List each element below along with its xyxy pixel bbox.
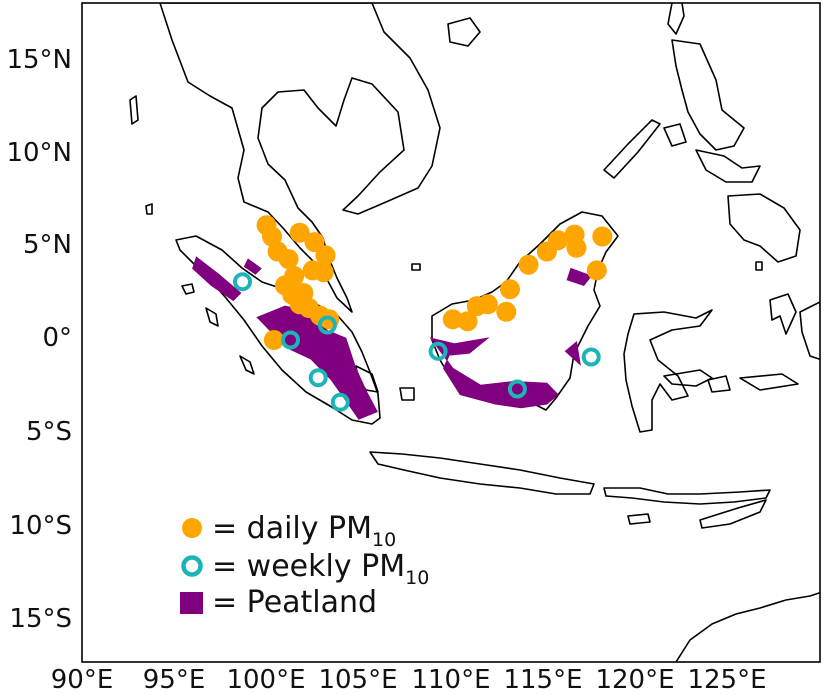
lat-tick-5n: 5°N xyxy=(23,230,72,260)
longitude-tick-labels: 90°E 95°E 100°E 105°E 110°E 115°E 120°E … xyxy=(51,665,767,694)
andaman-coastline xyxy=(129,95,139,125)
luzon-coastline xyxy=(671,39,745,151)
peatland-area xyxy=(429,337,559,409)
timor-coastline xyxy=(699,499,767,529)
weekly-pm10-station xyxy=(308,368,328,388)
weekly-pm10-station xyxy=(281,330,300,350)
lon-tick-90e: 90°E xyxy=(51,665,114,694)
belitung-coastline xyxy=(399,387,415,401)
legend-peatland-marker xyxy=(180,592,203,614)
daily-pm10-station xyxy=(457,311,478,332)
daily-pm10-station xyxy=(496,301,517,322)
weekly-pm10-station xyxy=(428,341,448,361)
legend: = daily PM10 = weekly PM10 = Peatland xyxy=(180,511,429,620)
lat-tick-10n: 10°N xyxy=(6,138,72,168)
weekly-pm10-station xyxy=(507,379,527,399)
lon-tick-100e: 100°E xyxy=(226,665,305,694)
daily-pm10-station xyxy=(262,226,282,247)
peatland-area xyxy=(243,258,262,275)
daily-pm10-station xyxy=(315,245,336,266)
mainland-coastline xyxy=(159,3,441,313)
peatland-layer xyxy=(192,256,593,420)
lon-tick-115e: 115°E xyxy=(503,665,582,694)
australia-coastline xyxy=(675,591,820,662)
peatland-area xyxy=(566,267,593,286)
lat-tick-15s: 15°S xyxy=(9,604,72,634)
lon-tick-110e: 110°E xyxy=(411,665,490,694)
sangihe-coastline xyxy=(755,261,763,271)
legend-weekly-label: = weekly PM10 xyxy=(212,549,429,589)
daily-stations-layer xyxy=(256,215,613,350)
weekly-pm10-station xyxy=(581,347,601,367)
daily-pm10-station xyxy=(289,222,310,243)
sumatra-coastline xyxy=(175,235,381,425)
lon-tick-105e: 105°E xyxy=(318,665,397,694)
weekly-pm10-station xyxy=(330,392,350,412)
daily-pm10-station xyxy=(586,260,607,281)
daily-pm10-station xyxy=(302,260,323,281)
legend-weekly-marker xyxy=(181,555,203,577)
daily-pm10-station xyxy=(500,279,520,300)
map-frame xyxy=(81,2,821,663)
lon-tick-125e: 125°E xyxy=(687,665,766,694)
buru-coastline xyxy=(707,375,731,393)
latitude-tick-labels: 15°N 10°N 5°N 0° 5°S 10°S 15°S xyxy=(6,45,72,634)
lat-tick-10s: 10°S xyxy=(9,511,72,541)
sumba-coastline xyxy=(627,513,651,525)
peatland-area xyxy=(192,256,242,302)
weekly-pm10-station xyxy=(317,315,337,335)
daily-pm10-station xyxy=(304,232,325,253)
taiwan-coastline xyxy=(667,3,685,35)
nicobar-coastline xyxy=(145,203,153,215)
nias-coastline xyxy=(205,307,219,327)
daily-pm10-station xyxy=(278,249,299,270)
simeulue-coastline xyxy=(181,283,195,295)
daily-pm10-station xyxy=(442,309,463,330)
lat-tick-15n: 15°N xyxy=(6,45,72,75)
weekly-stations-layer xyxy=(233,272,601,412)
mindanao-coastline xyxy=(727,193,801,263)
java-coastline xyxy=(369,451,595,495)
daily-pm10-station xyxy=(477,294,498,315)
sulawesi-coastline xyxy=(623,309,713,433)
daily-pm10-station xyxy=(263,330,284,350)
sulawesi-east-arm xyxy=(663,369,713,387)
legend-daily-marker xyxy=(182,518,202,538)
lon-tick-120e: 120°E xyxy=(595,665,674,694)
legend-peatland-label: = Peatland xyxy=(212,585,377,620)
lat-tick-5s: 5°S xyxy=(26,417,72,447)
lesser-sunda-coastline xyxy=(603,487,771,505)
new-guinea-coastline xyxy=(799,301,820,361)
lon-tick-95e: 95°E xyxy=(143,665,206,694)
daily-pm10-station xyxy=(548,230,568,251)
daily-pm10-station xyxy=(592,226,613,247)
visayas-coastline xyxy=(695,149,761,183)
halmahera-coastline xyxy=(769,293,797,335)
hainan-coastline xyxy=(447,17,481,47)
legend-daily-label: = daily PM10 xyxy=(212,511,396,551)
peatland-area xyxy=(564,340,581,366)
daily-pm10-station xyxy=(518,254,539,275)
palawan-coastline xyxy=(603,119,661,179)
lat-tick-0: 0° xyxy=(42,323,72,353)
mentawai-coastline xyxy=(239,355,255,375)
daily-pm10-station xyxy=(566,237,587,258)
seram-coastline xyxy=(739,373,799,391)
weekly-pm10-station xyxy=(233,272,252,292)
natuna-coastline xyxy=(411,263,421,271)
mindoro-coastline xyxy=(663,123,687,147)
